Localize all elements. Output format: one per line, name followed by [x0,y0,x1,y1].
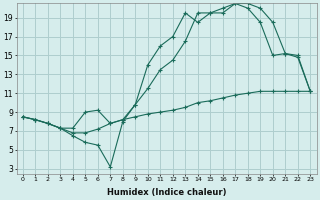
X-axis label: Humidex (Indice chaleur): Humidex (Indice chaleur) [107,188,226,197]
